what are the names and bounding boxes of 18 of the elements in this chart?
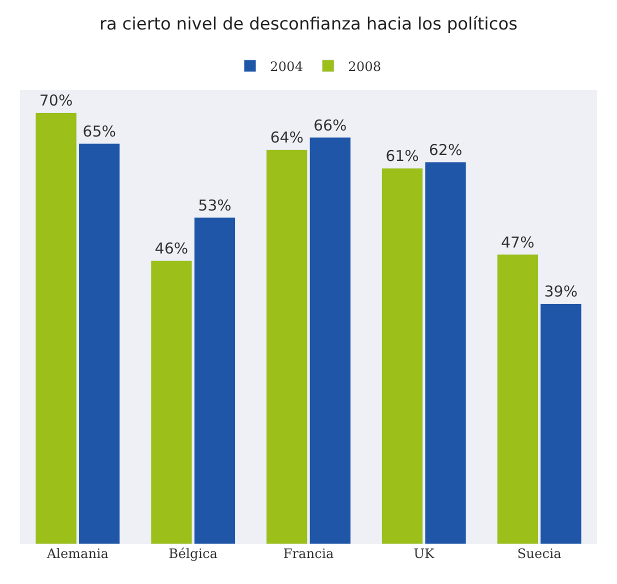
legend-label: 2004	[270, 60, 304, 75]
data-label: 39%	[544, 282, 578, 301]
data-label: 61%	[386, 147, 419, 166]
data-label: 62%	[428, 140, 462, 159]
chart-title: ra cierto nivel de desconfianza hacia los políticos	[100, 14, 518, 34]
x-tick-label: Francia	[283, 547, 334, 562]
x-tick-label: Alemania	[46, 547, 109, 562]
data-label: 70%	[39, 92, 73, 110]
x-tick-label: Suecia	[517, 547, 562, 562]
data-label: 46%	[154, 240, 188, 258]
x-tick-label: Bélgica	[168, 547, 218, 562]
data-label: 64%	[270, 128, 304, 147]
data-label: 66%	[313, 116, 347, 134]
legend-label: 2008	[348, 60, 382, 75]
x-tick-label: UK	[414, 547, 435, 562]
data-label: 53%	[198, 196, 232, 214]
data-label: 65%	[82, 122, 116, 141]
data-label: 47%	[500, 233, 534, 252]
